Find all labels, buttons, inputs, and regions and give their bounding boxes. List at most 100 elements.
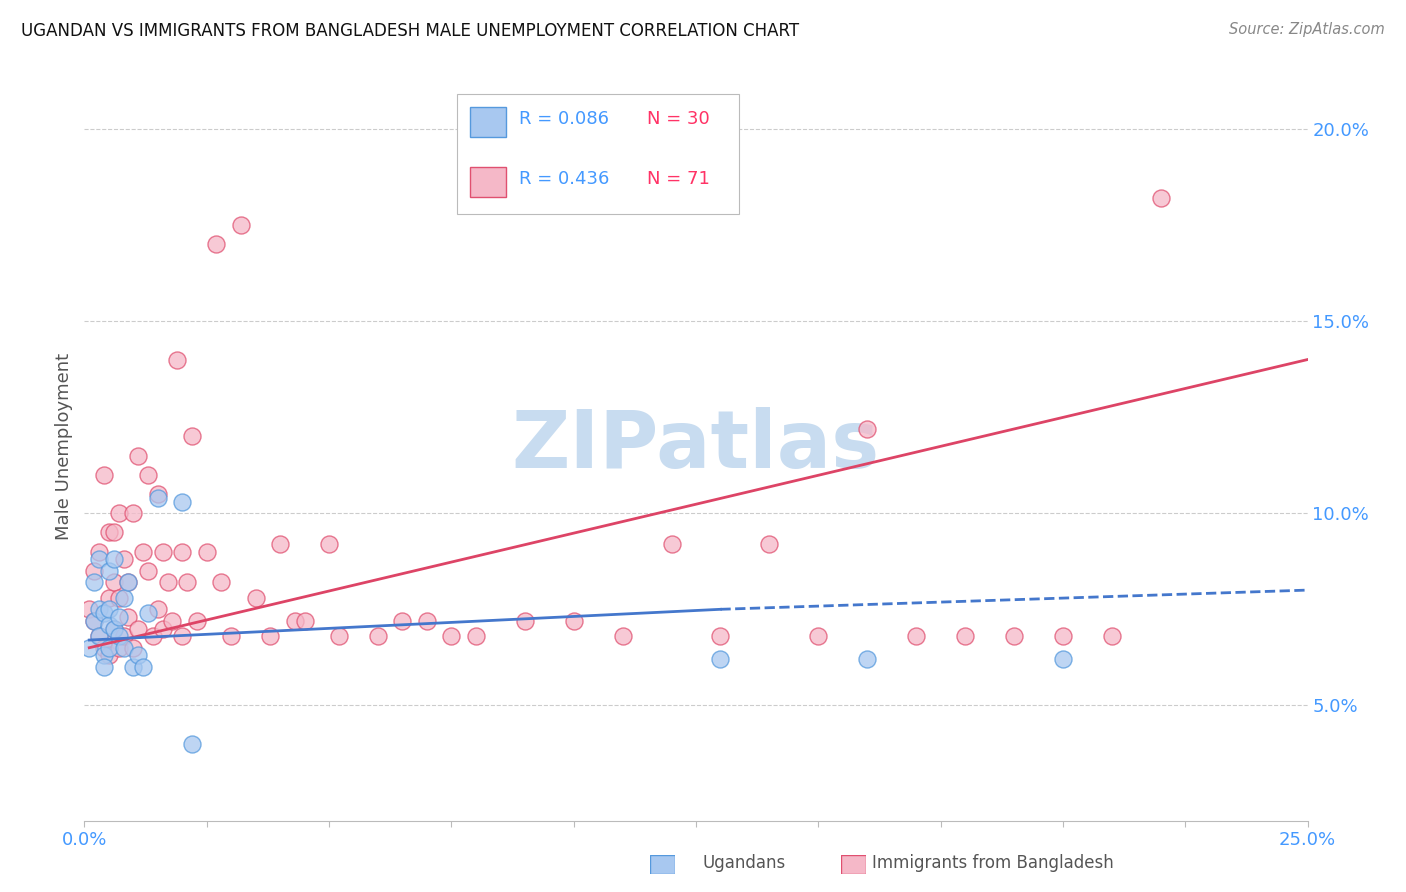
- Point: [87, 602, 110, 616]
- Point: [87, 544, 110, 558]
- Point: [77, 640, 100, 655]
- Text: R = 0.086: R = 0.086: [519, 110, 609, 128]
- Point: [97, 640, 120, 655]
- Point: [318, 537, 340, 551]
- Point: [1150, 191, 1173, 205]
- Y-axis label: Male Unemployment: Male Unemployment: [55, 352, 73, 540]
- FancyBboxPatch shape: [457, 94, 738, 214]
- Point: [112, 591, 135, 605]
- Point: [245, 591, 267, 605]
- Point: [328, 629, 350, 643]
- Point: [186, 614, 208, 628]
- Point: [807, 629, 830, 643]
- Point: [856, 652, 879, 666]
- Point: [172, 494, 194, 508]
- Point: [132, 660, 155, 674]
- Point: [416, 614, 439, 628]
- Text: Immigrants from Bangladesh: Immigrants from Bangladesh: [872, 855, 1114, 872]
- Point: [136, 564, 159, 578]
- Point: [122, 660, 145, 674]
- Point: [93, 467, 115, 482]
- Point: [103, 622, 125, 636]
- Point: [83, 564, 105, 578]
- Point: [156, 575, 179, 590]
- Point: [612, 629, 634, 643]
- Point: [83, 614, 105, 628]
- Point: [103, 622, 125, 636]
- Point: [117, 575, 139, 590]
- Point: [513, 614, 536, 628]
- Point: [464, 629, 486, 643]
- Point: [905, 629, 928, 643]
- Point: [953, 629, 976, 643]
- Text: ZIPatlas: ZIPatlas: [512, 407, 880, 485]
- Point: [1052, 652, 1074, 666]
- Point: [709, 629, 731, 643]
- Point: [107, 629, 129, 643]
- Point: [152, 544, 174, 558]
- Point: [269, 537, 291, 551]
- Point: [229, 218, 252, 232]
- Point: [112, 552, 135, 566]
- Point: [107, 506, 129, 520]
- Point: [181, 429, 204, 443]
- Point: [367, 629, 389, 643]
- Point: [122, 506, 145, 520]
- Point: [146, 491, 169, 505]
- Point: [87, 629, 110, 643]
- Text: R = 0.436: R = 0.436: [519, 169, 609, 187]
- Bar: [470, 107, 506, 137]
- Point: [77, 602, 100, 616]
- Point: [162, 614, 184, 628]
- Point: [195, 544, 218, 558]
- Point: [440, 629, 463, 643]
- Point: [93, 660, 115, 674]
- Point: [205, 237, 228, 252]
- Point: [284, 614, 307, 628]
- Point: [259, 629, 281, 643]
- Point: [209, 575, 232, 590]
- Point: [103, 525, 125, 540]
- Text: N = 71: N = 71: [647, 169, 710, 187]
- Point: [146, 602, 169, 616]
- Point: [562, 614, 585, 628]
- Point: [136, 606, 159, 620]
- Point: [127, 648, 149, 663]
- Point: [172, 629, 194, 643]
- Point: [132, 544, 155, 558]
- Point: [107, 640, 129, 655]
- Text: UGANDAN VS IMMIGRANTS FROM BANGLADESH MALE UNEMPLOYMENT CORRELATION CHART: UGANDAN VS IMMIGRANTS FROM BANGLADESH MA…: [21, 22, 799, 40]
- Point: [107, 591, 129, 605]
- Point: [142, 629, 165, 643]
- Point: [87, 552, 110, 566]
- Point: [122, 640, 145, 655]
- Point: [1101, 629, 1123, 643]
- Point: [103, 552, 125, 566]
- Point: [172, 544, 194, 558]
- Point: [112, 640, 135, 655]
- Point: [127, 622, 149, 636]
- Point: [97, 648, 120, 663]
- Point: [1052, 629, 1074, 643]
- Point: [103, 575, 125, 590]
- Point: [117, 575, 139, 590]
- Point: [97, 602, 120, 616]
- Text: Ugandans: Ugandans: [703, 855, 786, 872]
- Point: [87, 629, 110, 643]
- Point: [93, 640, 115, 655]
- Point: [166, 352, 188, 367]
- Point: [97, 564, 120, 578]
- Point: [83, 614, 105, 628]
- Point: [112, 629, 135, 643]
- Point: [127, 449, 149, 463]
- Point: [146, 487, 169, 501]
- Point: [176, 575, 198, 590]
- Point: [661, 537, 683, 551]
- Point: [181, 737, 204, 751]
- Point: [152, 622, 174, 636]
- Point: [758, 537, 780, 551]
- Point: [83, 575, 105, 590]
- Point: [856, 422, 879, 436]
- Point: [136, 467, 159, 482]
- Text: Source: ZipAtlas.com: Source: ZipAtlas.com: [1229, 22, 1385, 37]
